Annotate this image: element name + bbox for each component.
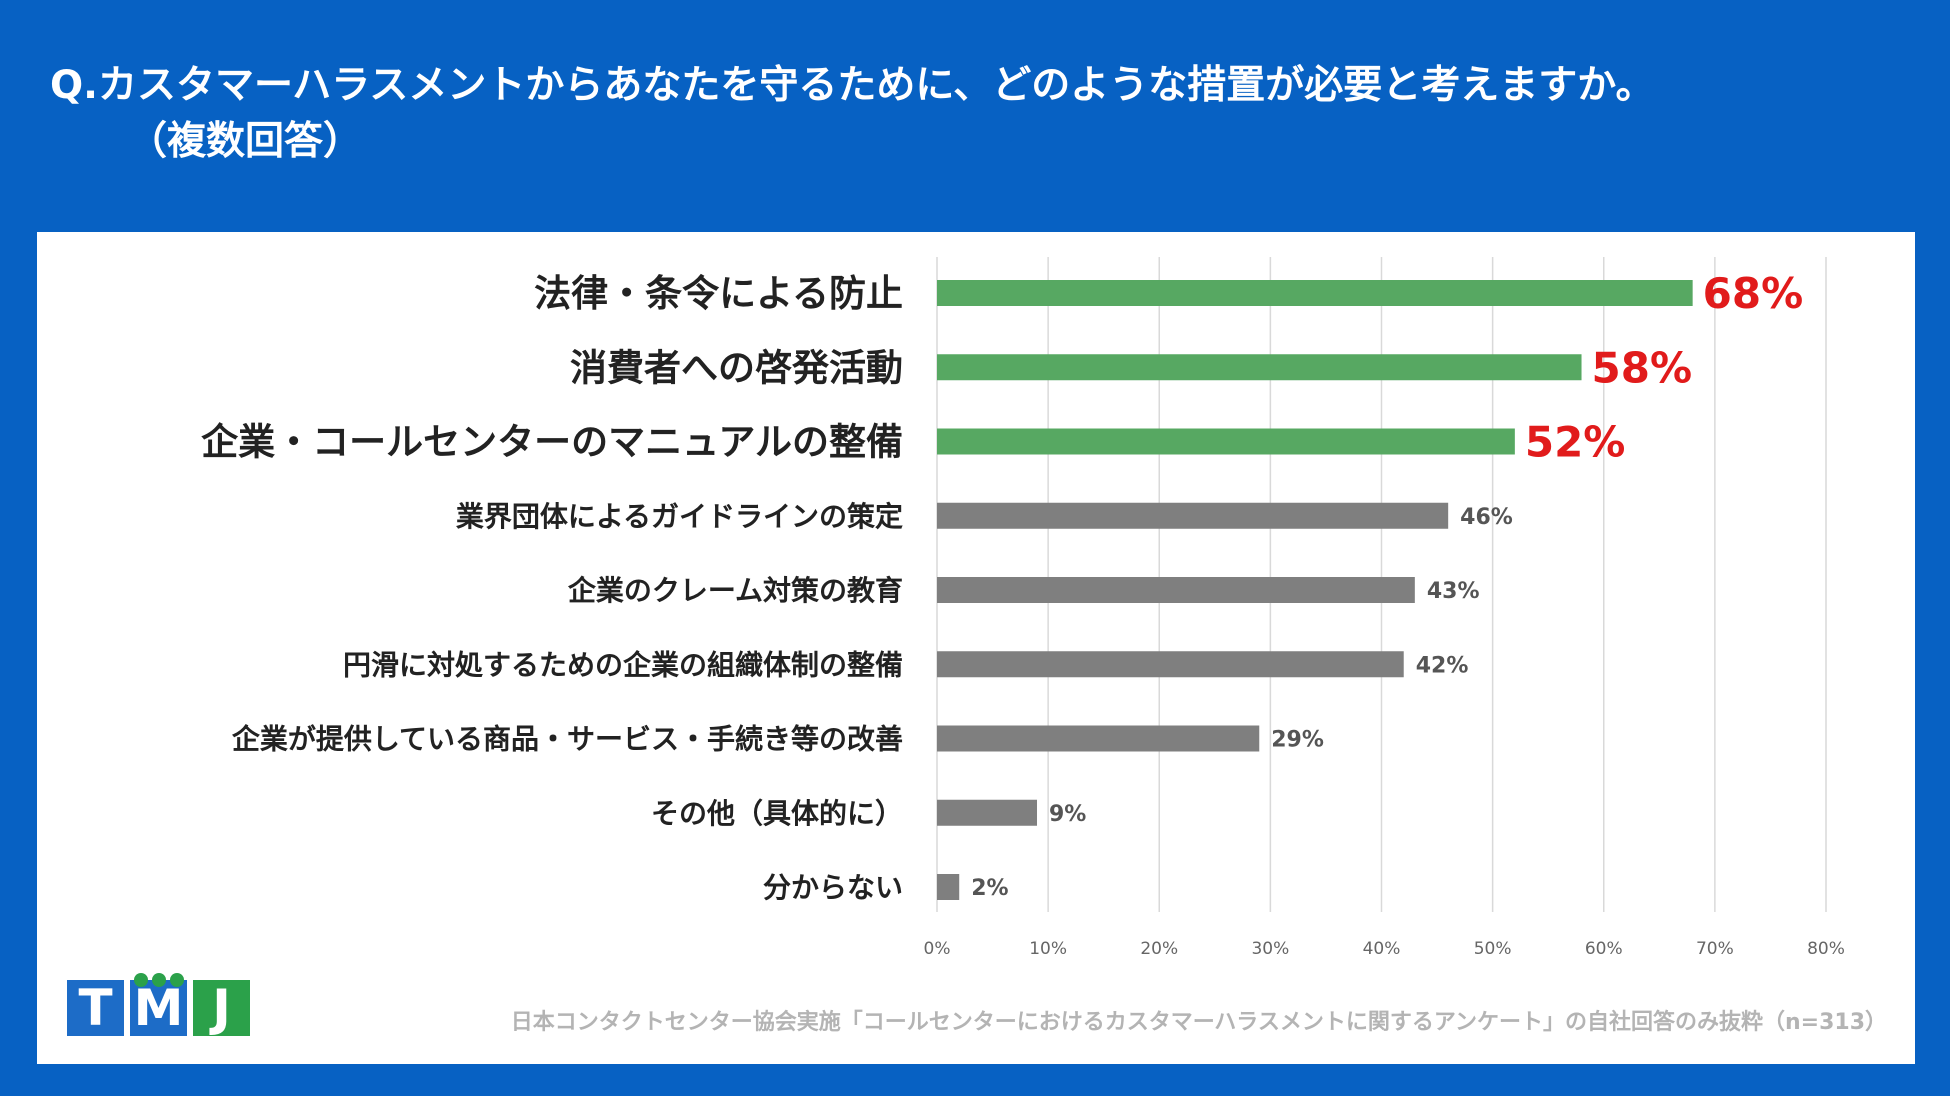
x-tick-label: 20% [1140,939,1178,959]
value-label: 43% [1427,579,1480,604]
x-tick-label: 70% [1696,939,1734,959]
bar-4 [937,502,1449,529]
bar-5 [937,577,1415,603]
bar-2 [937,354,1582,381]
logo-letter-m-text: M [133,979,184,1037]
category-label: 法律・条令による防止 [534,272,903,315]
x-tick-label: 80% [1807,939,1845,959]
source-note: 日本コンタクトセンター協会実施「コールセンターにおけるカスタマーハラスメントに関… [510,1010,1887,1035]
value-label: 9% [1049,802,1086,827]
x-tick-label: 50% [1474,939,1512,959]
bar-3 [937,428,1515,455]
bar-chart: 0% 10% 20% 30% 40% 50% 60% 70% 80% 法律・条令による防止 68% 消… [201,257,1845,959]
x-tick-label: 30% [1251,939,1289,959]
bar-6 [937,651,1404,678]
value-label: 68% [1703,269,1804,318]
logo-letter-t: T [67,980,124,1036]
category-label: 業界団体によるガイドラインの策定 [456,500,903,533]
tmj-logo: T M J [67,973,250,1037]
question-title: Q.カスタマーハラスメントからあなたを守るために、どのような措置が必要と考えます… [50,58,1654,170]
category-label: 企業が提供している商品・サービス・手続き等の改善 [232,723,903,756]
category-label: 分からない [763,871,903,904]
category-label: その他（具体的に） [651,797,903,830]
value-label: 42% [1416,653,1469,678]
chart-panel: 0% 10% 20% 30% 40% 50% 60% 70% 80% 法律・条令による防止 68% 消… [37,232,1915,1064]
logo-letter-j: J [193,980,250,1036]
value-label: 52% [1525,418,1626,467]
logo-letter-m: M [130,973,187,1037]
x-tick-label: 60% [1585,939,1623,959]
x-tick-label: 40% [1363,939,1401,959]
bar-1 [937,280,1693,306]
bar-8 [937,799,1038,826]
category-label: 消費者への啓発活動 [570,346,903,389]
question-title-line2: （複数回答） [128,119,363,164]
category-label: 円滑に対処するための企業の組織体制の整備 [343,648,903,681]
value-label: 58% [1592,343,1693,392]
value-label: 2% [971,876,1008,901]
bar-9 [937,874,960,900]
bar-7 [937,725,1260,752]
value-label: 29% [1271,728,1324,753]
question-title-line1: Q.カスタマーハラスメントからあなたを守るために、どのような措置が必要と考えます… [50,63,1655,108]
x-tick-label: 0% [924,939,951,959]
category-label: 企業・コールセンターのマニュアルの整備 [201,421,903,464]
x-tick-label: 10% [1029,939,1067,959]
value-label: 46% [1460,505,1513,530]
category-label: 企業のクレーム対策の教育 [568,574,903,607]
